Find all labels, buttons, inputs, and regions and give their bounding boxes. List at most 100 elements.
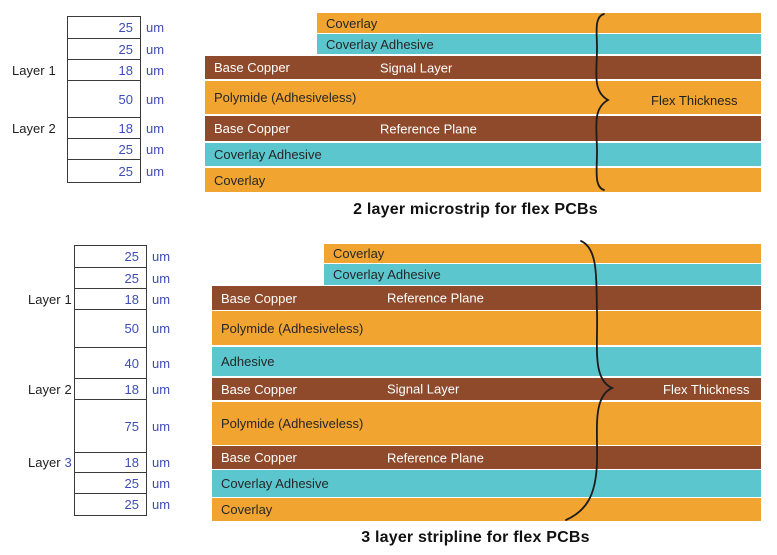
thickness-value: 75 [124,418,139,434]
thickness-value: 25 [124,270,139,286]
flex-thickness-label: Flex Thickness [651,93,738,108]
thickness-row: 18 um [67,117,164,139]
thickness-row: 18 um [67,59,164,81]
band-material-label: Base Copper [221,381,297,397]
thickness-value: 25 [124,249,139,264]
stack-band-coverlay: Coverlay [212,498,761,521]
thickness-unit: um [152,321,171,336]
band-role-label: Reference Plane [387,290,484,306]
stack-band-base-copper: Base Copper Signal Layer [212,378,761,400]
band-material-label: Coverlay [333,246,385,261]
thickness-row: 18 um [74,378,170,400]
thickness-unit: um [152,249,171,264]
layer-marker-name: Layer [28,455,61,470]
layer-marker-name: Layer [12,62,45,78]
thickness-value: 25 [124,475,139,491]
stack-band-base-copper: Base Copper Reference Plane [212,286,761,310]
band-role-label: Reference Plane [380,121,477,136]
band-material-label: Coverlay Adhesive [221,476,329,491]
band-material-label: Adhesive [221,354,275,369]
layer-marker: Layer 3 [28,452,72,473]
thickness-value: 25 [124,497,139,512]
layer-marker-number: 2 [48,120,56,136]
thickness-unit: um [146,20,165,35]
thickness-value: 25 [118,20,133,35]
thickness-row: 75 um [74,399,170,453]
thickness-row: 25 um [67,38,164,60]
band-material-label: Base Copper [221,290,297,306]
band-material-label: Coverlay Adhesive [214,147,322,162]
diagram-title: 3 layer stripline for flex PCBs [361,529,590,546]
thickness-value: 25 [118,41,133,57]
stack-band-base-copper: Base Copper Signal Layer [205,56,761,79]
layer-marker: Layer 2 [12,117,56,139]
thickness-unit: um [146,41,165,57]
thickness-row: 50 um [74,309,170,348]
band-material-label: Polymide (Adhesiveless) [221,416,364,431]
thickness-unit: um [152,497,171,512]
diagram-title: 2 layer microstrip for flex PCBs [353,201,598,218]
thickness-unit: um [152,355,171,371]
thickness-unit: um [152,291,171,307]
stack-band-coverlay: Coverlay [324,244,761,263]
stack-band-base-copper: Base Copper Reference Plane [205,116,761,141]
layer-marker-number: 1 [64,291,72,307]
layer-marker-name: Layer [12,120,45,136]
thickness-row: 18 um [74,452,170,473]
band-material-label: Coverlay Adhesive [326,36,434,52]
band-material-label: Base Copper [214,121,290,136]
stack-band-coverlay-adhesive: Coverlay Adhesive [317,34,761,54]
thickness-unit: um [146,91,165,107]
thickness-value: 18 [124,381,139,397]
thickness-value: 50 [118,91,133,107]
flex-thickness-label: Flex Thickness [663,382,750,397]
layer-marker: Layer 1 [28,288,72,310]
thickness-row: 25 um [74,267,170,289]
layer-marker-number: 2 [64,381,72,397]
thickness-value: 18 [118,120,133,136]
thickness-row: 25 um [67,159,164,183]
band-material-label: Polymide (Adhesiveless) [214,90,357,105]
band-material-label: Coverlay Adhesive [333,267,441,282]
stack-band-polymide: Polymide (Adhesiveless) [205,81,761,114]
thickness-unit: um [146,120,165,136]
band-role-label: Signal Layer [380,60,453,75]
stack-band-coverlay-adhesive: Coverlay Adhesive [212,470,761,497]
thickness-value: 18 [124,291,139,307]
band-material-label: Base Copper [221,450,297,465]
stack-band-polymide: Polymide (Adhesiveless) [212,311,761,345]
stack-band-adhesive: Adhesive [212,347,761,376]
stack-band-coverlay: Coverlay [317,13,761,33]
stack-band-coverlay-adhesive: Coverlay Adhesive [205,143,761,166]
thickness-value: 50 [124,321,139,336]
thickness-unit: um [146,163,165,179]
thickness-row: 25 um [74,493,170,516]
layer-marker-name: Layer [28,291,61,307]
thickness-unit: um [152,270,171,286]
thickness-unit: um [146,141,165,157]
thickness-row: 25 um [67,16,164,39]
layer-marker: Layer 1 [12,59,56,81]
thickness-unit: um [146,62,165,78]
band-material-label: Coverlay [326,15,378,31]
thickness-value: 18 [118,62,133,78]
thickness-row: 18 um [74,288,170,310]
band-material-label: Coverlay [221,502,273,517]
layer-marker-number: 3 [64,455,72,470]
thickness-value: 25 [118,141,133,157]
thickness-unit: um [152,475,171,491]
layer-marker-number: 1 [48,62,56,78]
layer-marker-name: Layer [28,381,61,397]
thickness-value: 18 [124,455,139,470]
band-material-label: Base Copper [214,60,290,75]
band-role-label: Signal Layer [387,381,460,397]
layer-marker: Layer 2 [28,378,72,400]
stack-band-coverlay: Coverlay [205,168,761,192]
stack-band-base-copper: Base Copper Reference Plane [212,446,761,469]
thickness-unit: um [152,455,171,470]
thickness-row: 40 um [74,347,170,379]
thickness-unit: um [152,418,171,434]
thickness-value: 25 [118,163,133,179]
thickness-value: 40 [124,355,139,371]
